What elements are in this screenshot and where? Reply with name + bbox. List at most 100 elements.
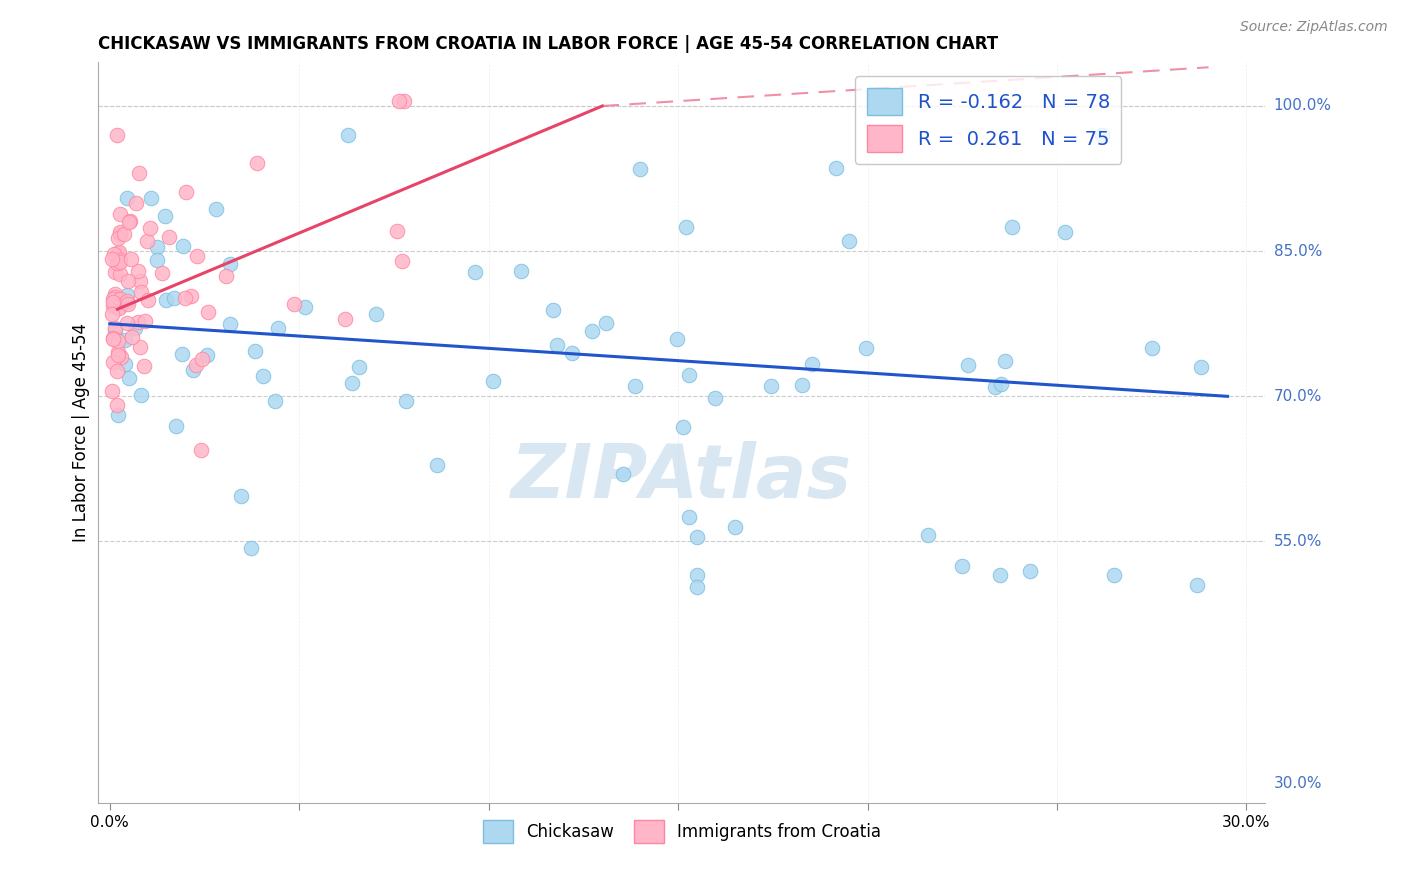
Point [105,398,128,412]
Point [101,331,124,345]
Point [108,292,131,306]
Point [988,568,1011,582]
Point [108,227,131,242]
Point [990,376,1012,391]
Point [127,264,149,278]
Point [107,334,129,349]
Legend: Chickasaw, Immigrants from Croatia: Chickasaw, Immigrants from Croatia [477,814,887,850]
Point [129,285,152,300]
Point [129,388,152,402]
Point [124,321,146,335]
Point [675,219,697,234]
Point [337,128,360,142]
Point [917,527,939,541]
Point [205,202,228,216]
Point [103,291,125,305]
Point [107,301,129,315]
Point [155,293,177,308]
Point [108,252,131,267]
Point [186,249,208,263]
Point [110,350,132,364]
Point [243,344,266,359]
Point [724,520,747,534]
Point [1091,128,1114,142]
Text: 70.0%: 70.0% [1274,389,1322,404]
Point [107,409,129,423]
Point [104,321,127,335]
Point [138,221,160,235]
Point [103,292,125,306]
Text: 30.0%: 30.0% [1274,776,1322,791]
Point [103,333,125,347]
Point [118,215,141,229]
Point [104,323,127,337]
Text: Source: ZipAtlas.com: Source: ZipAtlas.com [1240,20,1388,34]
Point [838,235,860,249]
Point [107,231,129,245]
Point [153,209,176,223]
Point [100,307,122,321]
Point [686,530,709,544]
Point [136,293,159,307]
Point [191,352,214,367]
Point [267,320,290,334]
Point [790,377,813,392]
Point [118,214,141,228]
Point [218,257,240,271]
Point [546,338,568,352]
Y-axis label: In Labor Force | Age 45-54: In Labor Force | Age 45-54 [72,323,90,542]
Point [252,369,274,384]
Point [956,358,979,372]
Point [105,300,128,314]
Point [391,253,413,268]
Point [105,256,128,270]
Point [1001,220,1024,235]
Point [984,380,1007,394]
Point [117,274,139,288]
Point [283,296,305,310]
Point [101,252,124,266]
Point [340,376,363,390]
Point [108,301,131,315]
Point [624,379,647,393]
Point [174,185,197,199]
Text: 85.0%: 85.0% [1274,244,1322,259]
Point [165,419,187,434]
Point [174,291,197,305]
Point [1140,341,1163,355]
Point [1189,360,1212,375]
Point [628,161,651,176]
Point [678,368,700,382]
Point [855,341,877,355]
Text: ZIPAtlas: ZIPAtlas [512,441,852,514]
Point [128,274,150,288]
Point [141,191,163,205]
Point [108,207,131,221]
Point [229,489,252,503]
Point [672,420,695,434]
Point [118,371,141,385]
Point [666,332,689,346]
Point [481,374,503,388]
Point [104,287,127,301]
Point [181,363,204,377]
Point [364,307,387,321]
Point [215,269,238,284]
Point [426,458,449,473]
Point [759,379,782,393]
Point [184,359,207,373]
Point [105,128,128,142]
Point [349,359,371,374]
Point [100,384,122,399]
Point [950,558,973,573]
Point [1053,225,1076,239]
Point [136,234,159,248]
Point [145,239,167,253]
Point [994,353,1017,368]
Point [704,391,727,405]
Point [152,267,174,281]
Point [125,196,148,211]
Point [395,393,418,408]
Point [107,347,129,361]
Point [595,316,617,330]
